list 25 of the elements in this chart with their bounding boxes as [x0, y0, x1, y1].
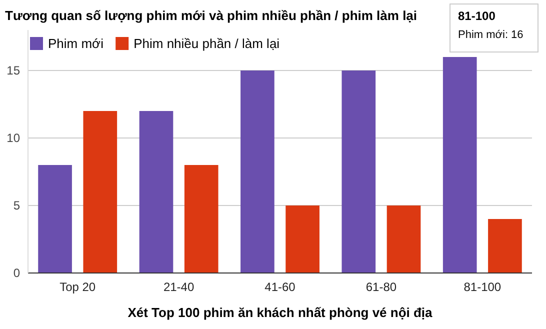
x-tick-label: 61-80: [366, 280, 397, 294]
bar: [386, 206, 421, 273]
bar: [139, 111, 174, 273]
annotation: Phim mới: 16: [458, 29, 524, 41]
chart-title: Tương quan số lượng phim mới và phim nhiều phần / phim làm lại: [5, 8, 418, 23]
bar: [184, 165, 218, 273]
legend-label: Phim mới: [48, 36, 104, 51]
x-tick-label: Top 20: [60, 280, 96, 294]
x-axis-title: Xét Top 100 phim ăn khách nhất phòng vé nội địa: [128, 305, 434, 320]
y-tick-label: 5: [13, 198, 20, 213]
x-tick-label: 41-60: [264, 280, 296, 294]
bar: [286, 206, 320, 273]
bar: [38, 165, 72, 273]
text: 81-100: [458, 9, 496, 23]
y-tick-label: 0: [13, 266, 20, 280]
bar: [442, 57, 477, 273]
bar: [240, 70, 274, 273]
bar: [83, 111, 118, 273]
bar: [342, 70, 376, 273]
legend-label: Phim nhiều phần / làm lại: [134, 36, 280, 51]
x-tick-label: 81-100: [464, 280, 502, 294]
bar: [488, 219, 522, 273]
x-tick-label: 21-40: [163, 280, 194, 294]
y-tick-label: 15: [6, 64, 20, 78]
y-tick-label: 10: [6, 131, 20, 146]
